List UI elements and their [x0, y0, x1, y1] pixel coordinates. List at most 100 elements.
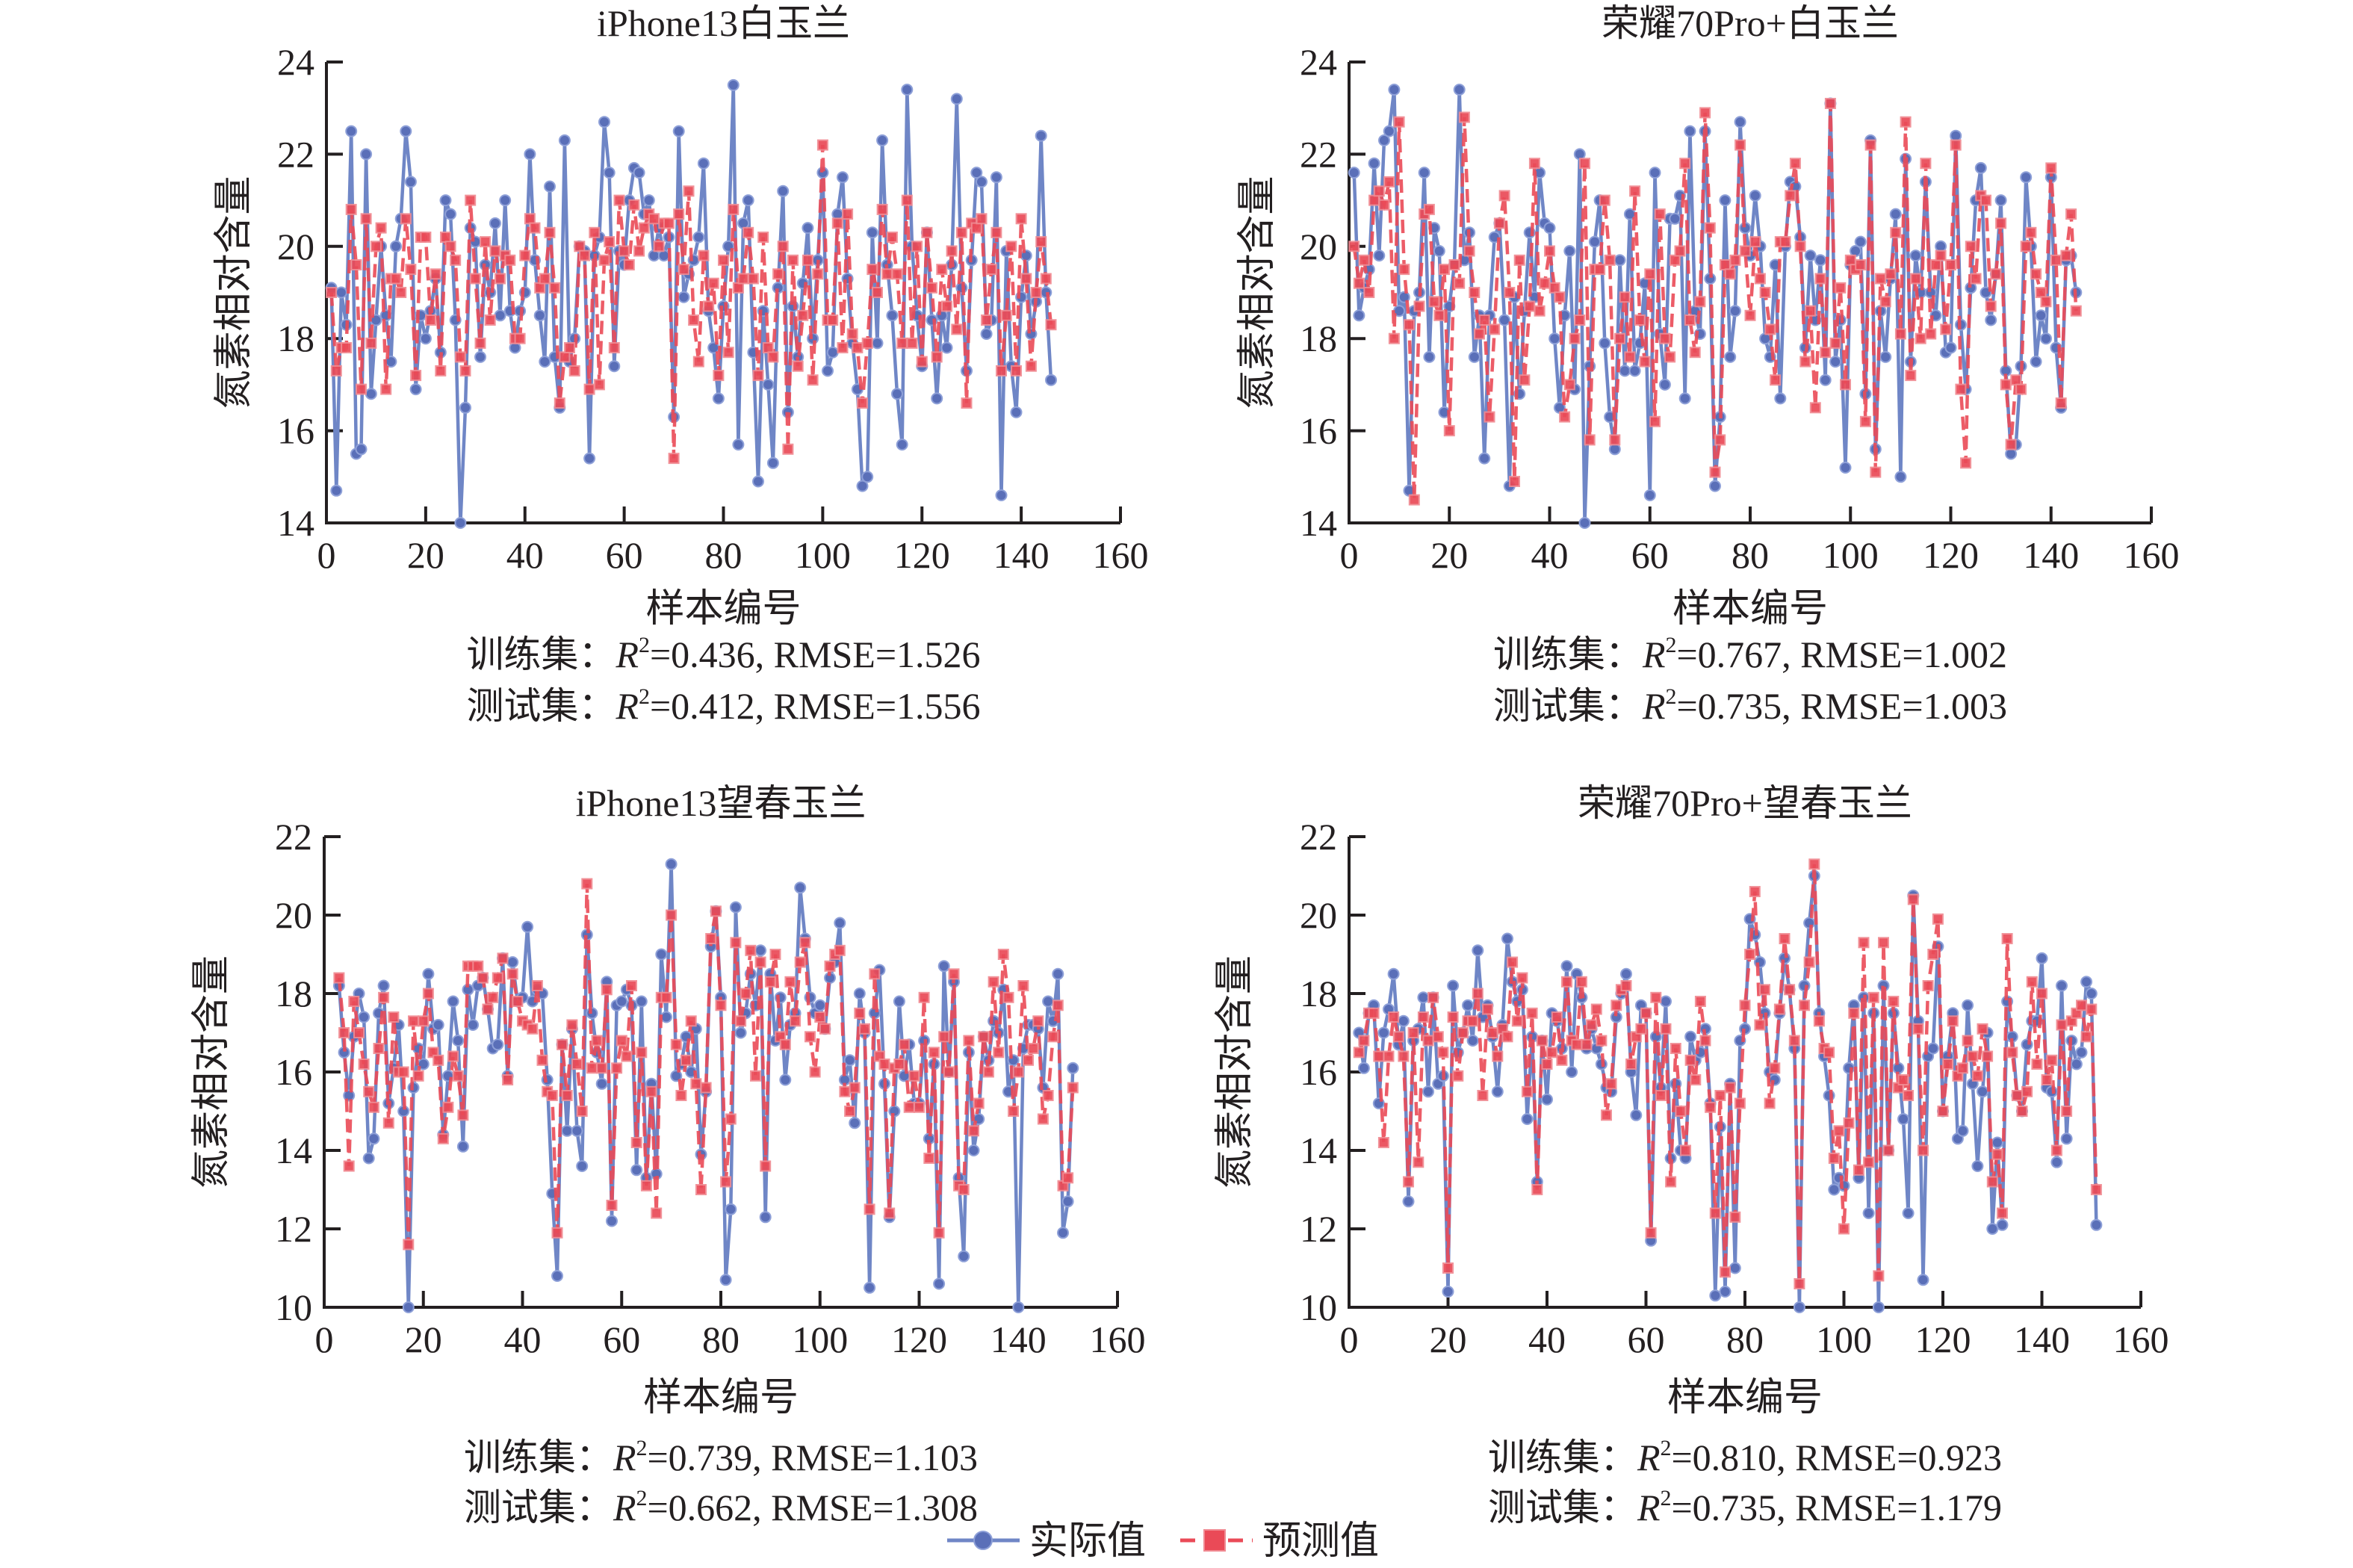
actual-point	[1944, 341, 1957, 354]
predicted-point	[1368, 194, 1380, 206]
predicted-point	[1684, 314, 1696, 326]
predicted-point	[715, 1000, 727, 1011]
predicted-point	[891, 268, 903, 280]
predicted-point	[792, 360, 804, 372]
predicted-point	[916, 356, 928, 368]
actual-point	[1373, 250, 1386, 262]
actual-point	[1684, 125, 1696, 137]
predicted-point	[1838, 1223, 1850, 1235]
predicted-point	[358, 1059, 370, 1070]
predicted-point	[1764, 1097, 1776, 1109]
actual-point	[1962, 999, 1974, 1011]
actual-point	[886, 309, 899, 322]
predicted-point	[368, 1101, 379, 1113]
y-tick-label: 14	[275, 1129, 312, 1171]
predicted-point	[1002, 991, 1014, 1003]
predicted-point	[884, 1207, 896, 1219]
predicted-point	[1392, 1031, 1404, 1043]
predicted-point	[2005, 439, 2017, 450]
predicted-point	[1773, 1003, 1785, 1015]
x-tick-label: 100	[1823, 534, 1879, 576]
actual-point	[1991, 1136, 2003, 1149]
predicted-point	[1504, 287, 1516, 298]
y-axis-label: 氮素相对含量	[1214, 955, 1256, 1189]
predicted-point	[356, 383, 367, 395]
actual-point	[931, 392, 943, 405]
actual-point	[360, 148, 373, 161]
predicted-point	[869, 968, 881, 980]
actual-point	[1348, 167, 1360, 179]
predicted-point	[350, 259, 362, 270]
predicted-point	[1037, 1113, 1049, 1125]
predicted-point	[1724, 268, 1736, 280]
actual-point	[558, 134, 571, 146]
actual-point	[1466, 1035, 1479, 1047]
predicted-point	[824, 960, 836, 972]
predicted-point	[568, 365, 580, 376]
predicted-point	[1689, 347, 1701, 359]
actual-point	[970, 167, 983, 179]
predicted-point	[881, 268, 893, 280]
y-tick-label: 18	[1300, 317, 1337, 359]
predicted-point	[896, 337, 908, 349]
predicted-point	[861, 337, 873, 349]
y-tick-label: 20	[277, 226, 314, 267]
actual-point	[891, 388, 903, 400]
actual-point	[1453, 84, 1466, 96]
predicted-point	[2031, 1059, 2043, 1070]
actual-point	[1996, 1218, 2009, 1231]
predicted-point	[1970, 273, 1982, 285]
predicted-point	[388, 1011, 400, 1023]
predicted-point	[418, 1015, 430, 1027]
predicted-point	[1890, 226, 1902, 238]
predicted-point	[914, 1101, 925, 1113]
y-tick-label: 16	[1300, 410, 1337, 452]
predicted-point	[705, 933, 717, 944]
x-axis-label: 样本编号	[643, 1377, 799, 1419]
predicted-point	[722, 347, 734, 359]
actual-point	[754, 944, 767, 957]
actual-point	[1472, 944, 1484, 957]
predicted-point	[1905, 370, 1917, 382]
predicted-point	[760, 1160, 772, 1172]
train-r2-symbol: R	[1642, 633, 1666, 675]
predicted-point	[1358, 254, 1370, 266]
train-stats-values: =0.436, RMSE=1.526	[650, 633, 981, 675]
predicted-point	[663, 217, 675, 229]
predicted-point	[1799, 356, 1811, 368]
predicted-point	[988, 976, 999, 988]
actual-point	[1977, 1085, 1988, 1098]
predicted-point	[1561, 976, 1572, 988]
predicted-point	[2026, 976, 2038, 988]
predicted-point	[816, 139, 828, 151]
actual-point	[400, 125, 412, 137]
actual-point	[1478, 452, 1491, 465]
predicted-point	[544, 226, 556, 238]
actual-point	[1418, 167, 1430, 179]
predicted-point	[2010, 374, 2022, 386]
predicted-point	[1960, 457, 1972, 469]
actual-point	[777, 185, 790, 197]
predicted-point	[718, 254, 729, 266]
predicted-point	[1556, 1054, 1568, 1066]
predicted-point	[495, 273, 506, 285]
predicted-point	[1922, 980, 1934, 991]
predicted-point	[621, 1050, 633, 1062]
actual-point	[583, 452, 596, 465]
actual-point	[345, 125, 358, 137]
y-tick-label: 22	[275, 816, 312, 858]
actual-point	[1774, 392, 1787, 405]
predicted-point	[703, 300, 715, 312]
x-tick-label: 40	[504, 1318, 542, 1360]
predicted-point	[574, 241, 586, 252]
predicted-point	[921, 226, 933, 238]
predicted-point	[487, 991, 499, 1003]
predicted-point	[1035, 236, 1047, 248]
predicted-point	[752, 370, 764, 382]
actual-point	[1368, 157, 1380, 170]
predicted-point	[492, 972, 503, 984]
predicted-point	[1784, 984, 1796, 996]
actual-point	[1462, 999, 1474, 1011]
actual-point	[1734, 116, 1746, 128]
predicted-point	[779, 1038, 791, 1050]
